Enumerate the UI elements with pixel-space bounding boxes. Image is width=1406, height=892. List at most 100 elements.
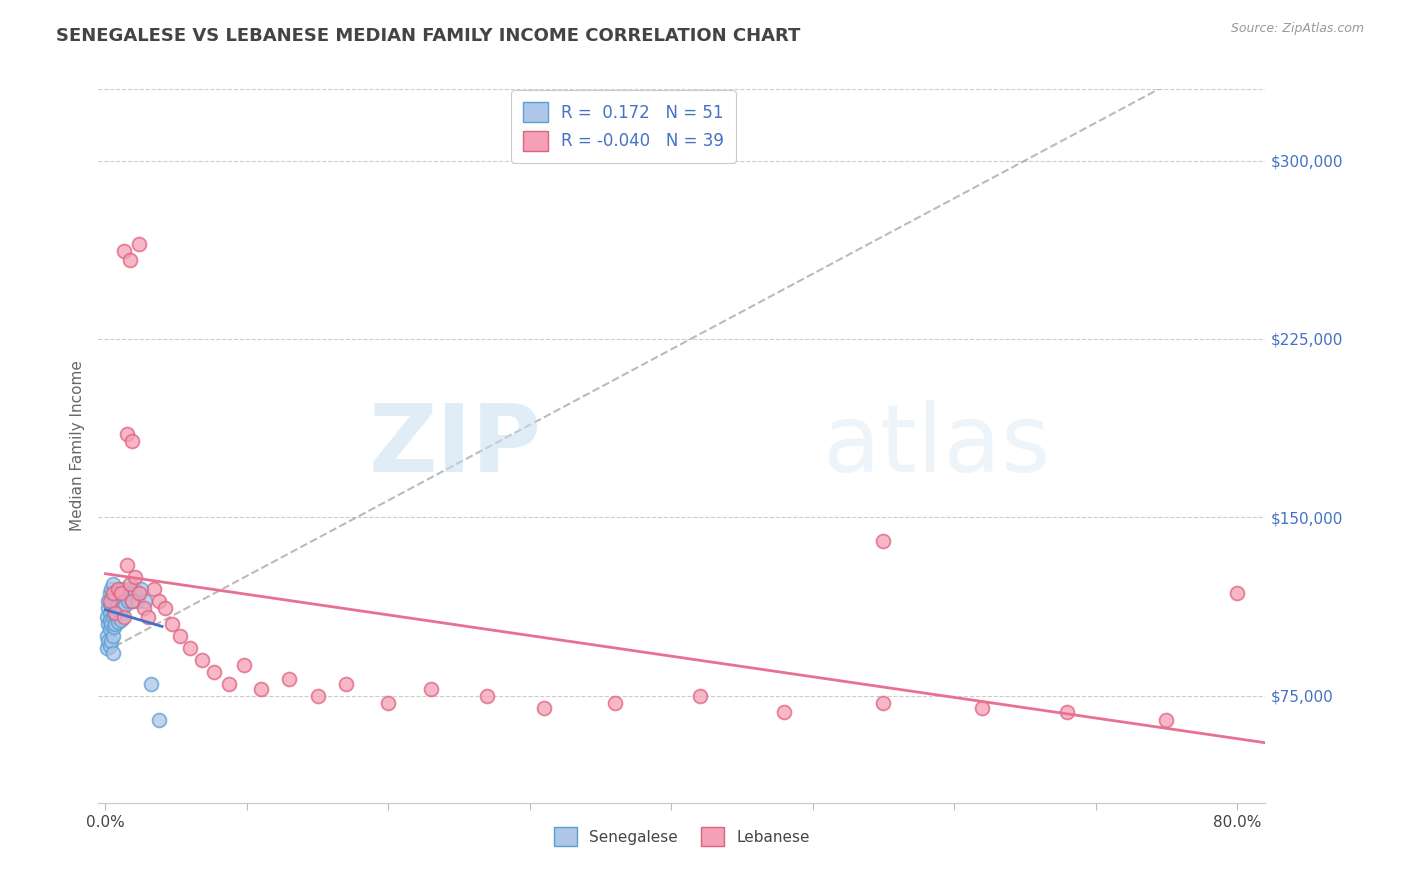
Point [202, 665, 225, 679]
Point [103, 620, 125, 634]
Point [127, 593, 149, 607]
Point [121, 434, 143, 449]
Point [114, 599, 136, 613]
Point [153, 600, 176, 615]
Point [107, 615, 129, 629]
Text: ZIP: ZIP [368, 400, 541, 492]
Point [1226, 586, 1249, 600]
Point [101, 577, 124, 591]
Point [96, 629, 118, 643]
Point [96, 610, 118, 624]
Point [98, 613, 121, 627]
Point [101, 586, 124, 600]
Y-axis label: Median Family Income: Median Family Income [69, 360, 84, 532]
Point [100, 634, 122, 648]
Point [278, 672, 301, 686]
Point [110, 593, 132, 607]
Point [101, 646, 124, 660]
Point [107, 599, 129, 613]
Point [100, 599, 122, 613]
Text: SENEGALESE VS LEBANESE MEDIAN FAMILY INCOME CORRELATION CHART: SENEGALESE VS LEBANESE MEDIAN FAMILY INC… [56, 27, 800, 45]
Point [111, 600, 134, 615]
Point [97, 617, 120, 632]
Point [122, 582, 145, 596]
Point [307, 689, 329, 703]
Point [134, 593, 156, 607]
Point [121, 593, 143, 607]
Text: Source: ZipAtlas.com: Source: ZipAtlas.com [1230, 22, 1364, 36]
Point [377, 696, 399, 710]
Point [98, 639, 121, 653]
Point [872, 696, 894, 710]
Point [179, 641, 201, 656]
Point [115, 589, 138, 603]
Point [112, 244, 135, 258]
Point [1156, 713, 1178, 727]
Point [419, 681, 441, 696]
Point [132, 600, 155, 615]
Point [142, 582, 165, 596]
Point [96, 641, 118, 656]
Point [139, 677, 162, 691]
Point [190, 653, 212, 667]
Point [105, 593, 128, 607]
Point [118, 577, 141, 591]
Point [100, 582, 122, 596]
Point [108, 586, 131, 600]
Point [115, 558, 138, 572]
Point [689, 689, 711, 703]
Point [872, 534, 894, 549]
Point [533, 700, 555, 714]
Point [148, 713, 170, 727]
Point [110, 586, 132, 600]
Point [98, 622, 121, 636]
Point [128, 586, 150, 600]
Point [128, 236, 150, 251]
Point [101, 629, 124, 643]
Point [103, 589, 125, 603]
Point [104, 600, 127, 615]
Point [1056, 706, 1078, 720]
Point [98, 593, 121, 607]
Point [108, 606, 131, 620]
Point [136, 610, 159, 624]
Point [107, 582, 129, 596]
Point [121, 593, 143, 607]
Point [335, 677, 357, 691]
Point [112, 586, 135, 600]
Point [100, 617, 122, 632]
Point [97, 600, 120, 615]
Point [98, 606, 121, 620]
Point [118, 253, 141, 268]
Point [104, 606, 127, 620]
Point [105, 610, 128, 624]
Point [477, 689, 499, 703]
Point [773, 706, 796, 720]
Point [124, 570, 146, 584]
Point [118, 582, 141, 596]
Point [98, 586, 121, 600]
Point [129, 582, 152, 596]
Point [112, 610, 135, 624]
Point [233, 657, 256, 672]
Point [110, 613, 132, 627]
Point [111, 582, 134, 596]
Point [218, 677, 240, 691]
Point [97, 593, 120, 607]
Point [972, 700, 994, 714]
Point [169, 629, 191, 643]
Point [104, 617, 127, 632]
Point [160, 617, 183, 632]
Point [148, 593, 170, 607]
Point [124, 586, 146, 600]
Point [101, 610, 124, 624]
Point [115, 427, 138, 442]
Point [603, 696, 626, 710]
Legend: Senegalese, Lebanese: Senegalese, Lebanese [548, 822, 815, 852]
Point [250, 681, 273, 696]
Point [103, 606, 125, 620]
Point [117, 593, 139, 607]
Point [101, 593, 124, 607]
Point [104, 586, 127, 600]
Text: atlas: atlas [823, 400, 1050, 492]
